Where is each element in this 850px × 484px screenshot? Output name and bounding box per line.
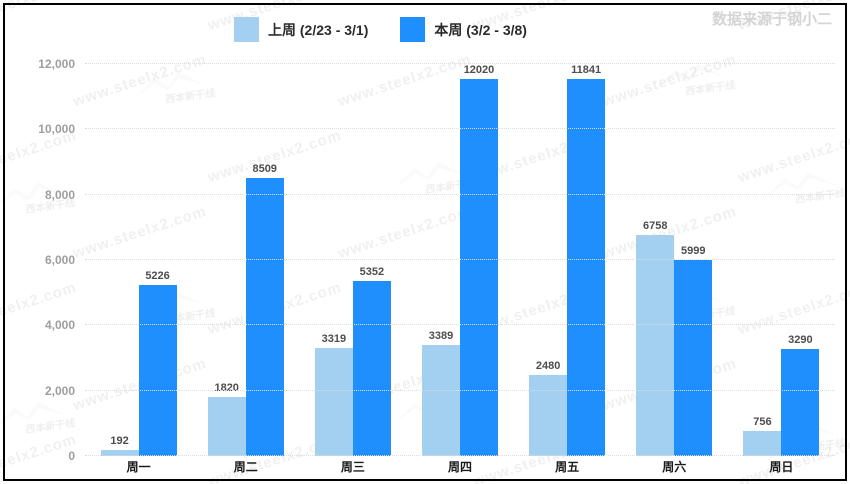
y-tick-label: 2,000 (44, 383, 75, 398)
watermark-logo: 西本新干线 (0, 174, 76, 220)
legend-item-last-week[interactable]: 上周 (2/23 - 3/1) (234, 17, 368, 42)
bar-value-label: 8509 (252, 163, 277, 176)
bar-column: 5226 (138, 64, 177, 456)
bar-last-week-周三[interactable] (314, 347, 353, 456)
bar-group-周五: 2480 11841 (514, 64, 621, 456)
bar-column: 192 (100, 64, 139, 456)
y-tick-label: 8,000 (44, 187, 75, 202)
bar-last-week-周一[interactable] (100, 449, 139, 456)
gridline (85, 455, 835, 456)
bar-this-week-周二[interactable] (245, 178, 284, 456)
gridline (85, 128, 835, 130)
chart-legend: 上周 (2/23 - 3/1) 本周 (3/2 - 3/8) (234, 17, 527, 42)
bar-value-label: 12020 (463, 64, 495, 76)
bar-column: 756 (743, 64, 782, 456)
bar-groups: 192 5226 1820 8509 3319 5352 3389 12020 2480 1184… (85, 64, 835, 456)
legend-label-this-week: 本周 (3/2 - 3/8) (434, 21, 527, 38)
bar-value-label: 5352 (359, 266, 385, 279)
x-tick-label: 周一 (126, 460, 151, 474)
x-tick-label: 周三 (340, 460, 365, 474)
gridline (85, 63, 835, 64)
gridline (85, 389, 835, 391)
bar-value-label: 3319 (321, 332, 347, 345)
bar-last-week-周六[interactable] (636, 235, 675, 456)
y-tick-label: 4,000 (44, 318, 75, 333)
bar-last-week-周二[interactable] (207, 396, 246, 456)
legend-swatch-last-week (234, 17, 259, 42)
bar-group-周四: 3389 12020 (406, 64, 513, 456)
x-tick-label: 周五 (555, 460, 580, 474)
bar-group-周日: 756 3290 (728, 64, 835, 456)
bar-column: 3319 (314, 64, 353, 456)
legend-swatch-this-week (400, 17, 426, 42)
bar-column: 12020 (459, 64, 498, 456)
bar-column: 11841 (567, 64, 606, 456)
bar-value-label: 6758 (643, 220, 668, 233)
watermark-logo: 西本新干线 (128, 64, 216, 110)
bar-last-week-周四[interactable] (421, 345, 460, 456)
y-tick-label: 0 (68, 449, 75, 463)
x-tick-label: 周日 (769, 460, 794, 474)
bar-this-week-周三[interactable] (352, 281, 391, 456)
plot-area: 192 5226 1820 8509 3319 5352 3389 12020 2480 1184… (85, 63, 835, 456)
watermark-logo: 西本新干线 (388, 154, 476, 200)
bar-group-周二: 1820 8509 (192, 64, 299, 456)
legend-item-this-week[interactable]: 本周 (3/2 - 3/8) (400, 17, 527, 42)
x-tick-label: 周六 (662, 460, 687, 474)
y-axis: 0 2,000 4,000 6,000 8,000 10,000 12,000 (0, 57, 75, 463)
data-source-label: 数据来源于钢小二 (711, 11, 832, 28)
bar-this-week-周一[interactable] (138, 285, 177, 456)
bar-this-week-周五[interactable] (567, 79, 606, 456)
bar-this-week-周四[interactable] (459, 79, 498, 456)
bar-last-week-周日[interactable] (743, 431, 782, 456)
x-axis: 周一 周二 周三 周四 周五 周六 周日 (85, 458, 835, 475)
bar-value-label: 1820 (214, 381, 239, 394)
bar-column: 5352 (352, 64, 391, 456)
gridline (85, 324, 835, 326)
bar-column: 5999 (674, 64, 713, 456)
bar-value-label: 11841 (571, 64, 602, 76)
y-tick-label: 6,000 (44, 253, 75, 267)
bar-this-week-周日[interactable] (781, 348, 820, 456)
bar-value-label: 2480 (535, 360, 561, 372)
bar-column: 1820 (207, 64, 246, 456)
bar-column: 8509 (245, 64, 284, 456)
watermark-url-text: www.steelx2.com (0, 0, 79, 35)
watermark-logo: 西本新干线 (0, 394, 76, 440)
bar-group-周一: 192 5226 (85, 64, 192, 456)
x-tick-label: 周二 (233, 460, 258, 474)
watermark-logo: 西本新干线 (648, 56, 736, 102)
bar-column: 6758 (636, 64, 675, 456)
x-tick-label: 周四 (447, 460, 472, 474)
bar-last-week-周五[interactable] (529, 375, 568, 456)
y-tick-label: 12,000 (38, 57, 75, 71)
y-tick-label: 10,000 (38, 122, 75, 137)
bar-group-周六: 6758 5999 (621, 64, 728, 456)
watermark-logo: 西本新干线 (758, 164, 846, 210)
gridline (85, 259, 835, 260)
bar-this-week-周六[interactable] (674, 260, 713, 456)
bar-column: 3290 (781, 64, 820, 456)
bar-value-label: 756 (753, 416, 772, 429)
bar-column: 3389 (421, 64, 460, 456)
bar-value-label: 3290 (788, 333, 813, 346)
bar-value-label: 5999 (681, 245, 706, 258)
gridline (85, 193, 835, 195)
bar-column: 2480 (529, 64, 568, 456)
bar-value-label: 192 (110, 434, 129, 447)
legend-label-last-week: 上周 (2/23 - 3/1) (268, 21, 369, 38)
bar-value-label: 3389 (428, 330, 454, 343)
bar-group-周三: 3319 5352 (299, 64, 406, 456)
bar-value-label: 5226 (145, 270, 170, 283)
